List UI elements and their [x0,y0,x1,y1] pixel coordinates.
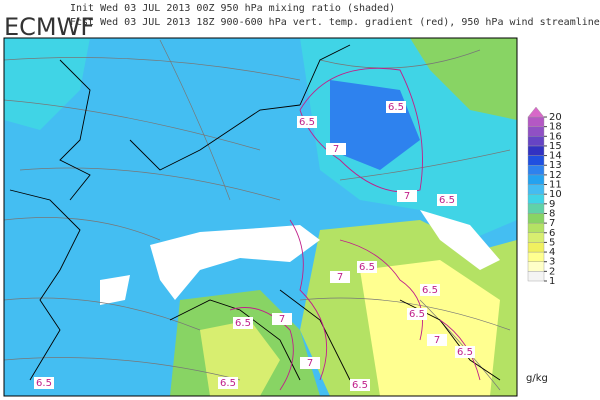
carpathians [420,210,500,270]
colorbar-label: 13 [549,160,562,171]
colorbar-label: 14 [549,151,562,162]
contour-label-bg [357,261,377,273]
colorbar-box [527,203,545,214]
contour-label: 7 [279,314,285,325]
contour-label: 6.5 [220,378,236,389]
contour-label-bg [272,313,292,325]
contour-label-bg [437,194,457,206]
contour-label: 7 [307,358,313,369]
colorbar-label: 9 [549,199,555,210]
logo: ECMWF [4,13,94,41]
contour-label: 6.5 [439,195,455,206]
colorbar-box [527,193,545,205]
moisture-region [410,38,517,120]
contour-label-bg [218,377,238,389]
colorbar-box [527,261,545,272]
colorbar-over [527,106,545,118]
contour-label: 6.5 [409,309,425,320]
colorbar-unit: g/kg [526,373,548,384]
colorbar-box [527,222,545,233]
colorbar-label: 18 [549,122,562,133]
colorbar-label: 15 [549,141,562,152]
colorbar-label: 11 [549,180,562,191]
colorbar-label: 5 [549,237,555,248]
colorbar-label: 16 [549,131,562,142]
colorbar-box [527,232,545,243]
colorbar-box [527,116,545,127]
colorbar-label: 2 [549,266,555,277]
contour-label: 6.5 [359,262,375,273]
contour-label-bg [326,143,346,155]
contour-label: 6.5 [388,102,404,113]
colorbar-label: 6 [549,228,555,239]
contour-label-bg [420,284,440,296]
colorbar-box [527,145,545,156]
colorbar-label: 10 [549,189,562,200]
header-line: Init Wed 03 JUL 2013 00Z 950 hPa mixing … [70,3,395,14]
contour-label-bg [330,271,350,283]
contour-label: 6.5 [299,117,315,128]
contour-label-bg [350,379,370,391]
contour-label: 6.5 [235,318,251,329]
contour-label-bg [233,317,253,329]
contour-label-bg [407,308,427,320]
colorbar-label: 20 [549,112,562,123]
map-frame [3,37,518,397]
contour-label-bg [427,334,447,346]
contour-label: 7 [337,272,343,283]
colorbar-box [527,155,545,166]
contour-label-bg [34,377,54,389]
contour-label-bg [300,357,320,369]
contour-label-bg [397,190,417,202]
colorbar-label: 12 [549,170,562,181]
colorbar-box [527,126,545,137]
contour-label: 7 [434,335,440,346]
colorbar-label: 3 [549,257,555,268]
header-line: Fcst Wed 03 JUL 2013 18Z 900-600 hPa ver… [70,17,600,28]
colorbar-box [527,184,545,195]
colorbar-box [527,213,545,224]
colorbar-label: 1 [549,276,555,287]
contour-label: 7 [404,191,410,202]
moisture-region [4,38,90,130]
colorbar-box [527,242,545,253]
colorbar-label: 7 [549,218,555,229]
contour-label: 6.5 [457,347,473,358]
colorbar-box [527,165,545,176]
contour-label: 6.5 [36,378,52,389]
colorbar-box [527,251,545,262]
colorbar-label: 8 [549,208,555,219]
colorbar-box [527,271,545,282]
colorbar-box [527,136,545,147]
contour-label-bg [386,101,406,113]
alps [150,225,320,300]
massif [100,275,130,305]
contour-label: 6.5 [422,285,438,296]
contour-label-bg [455,346,475,358]
moisture-region [360,260,500,396]
colorbar-box [527,174,545,185]
colorbar-label: 4 [549,247,555,258]
contour-label: 6.5 [352,380,368,391]
contour-label-bg [297,116,317,128]
contour-label: 7 [333,144,339,155]
